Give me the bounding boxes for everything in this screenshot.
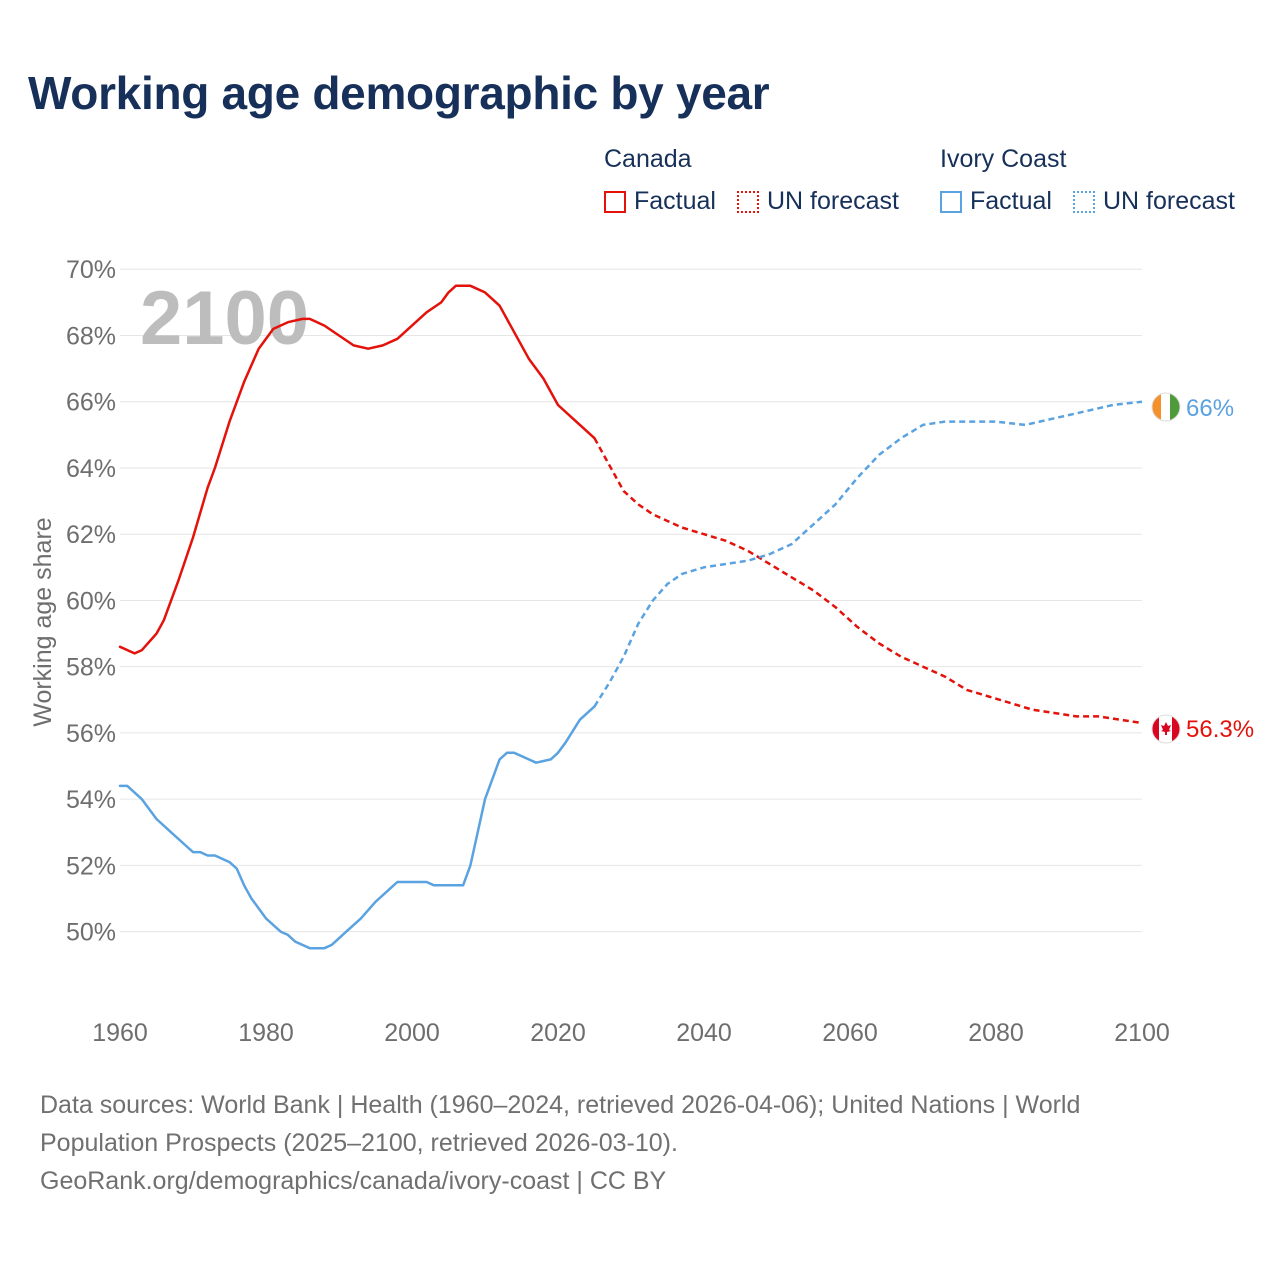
y-tick-label: 64%	[66, 455, 116, 483]
ivory-coast-end-label: 66%	[1186, 395, 1234, 422]
canada-factual-line[interactable]	[118, 284, 596, 655]
canada-flag-icon	[1151, 714, 1181, 744]
legend-label-canada-forecast: UN forecast	[767, 187, 899, 215]
y-tick-label: 62%	[66, 521, 116, 549]
canada-end-label: 56.3%	[1186, 716, 1254, 743]
y-tick-label: 56%	[66, 720, 116, 748]
y-tick-label: 66%	[66, 389, 116, 417]
x-tick-label: 2100	[1114, 1019, 1170, 1047]
y-tick-label: 58%	[66, 654, 116, 682]
legend-canada-forecast[interactable]: UN forecast	[737, 187, 899, 216]
y-tick-label: 70%	[66, 256, 116, 284]
legend-label-ivory-coast-forecast: UN forecast	[1103, 187, 1235, 215]
y-tick-label: 50%	[66, 919, 116, 947]
x-tick-label: 1980	[238, 1019, 294, 1047]
legend-label-canada-factual: Factual	[634, 187, 716, 215]
y-axis-label: Working age share	[29, 517, 57, 726]
x-tick-label: 2080	[968, 1019, 1024, 1047]
canada-forecast-line[interactable]	[593, 437, 1143, 725]
legend-canada-factual[interactable]: Factual	[604, 187, 716, 216]
x-tick-label: 2040	[676, 1019, 732, 1047]
ivory-coast-flag-icon	[1151, 392, 1181, 422]
y-tick-label: 54%	[66, 786, 116, 814]
y-tick-label: 68%	[66, 322, 116, 350]
x-tick-label: 1960	[92, 1019, 148, 1047]
x-tick-label: 2060	[822, 1019, 878, 1047]
legend-ivory-coast-forecast[interactable]: UN forecast	[1073, 187, 1235, 216]
x-tick-label: 2020	[530, 1019, 586, 1047]
year-watermark: 2100	[140, 276, 309, 361]
y-tick-label: 60%	[66, 587, 116, 615]
legend-swatch-canada-factual	[604, 190, 626, 213]
legend-group-canada: Canada	[604, 145, 692, 173]
ivory-coast-factual-line[interactable]	[118, 705, 596, 950]
sources-line-1: Data sources: World Bank | Health (1960–…	[40, 1091, 1081, 1119]
data-sources: Data sources: World Bank | Health (1960–…	[40, 1086, 1240, 1200]
line-chart: 2100 50% 52% 54% 56% 58% 60% 62% 64% 66% 68% 70% 1…	[29, 256, 1254, 1047]
legend-group-ivory-coast: Ivory Coast	[940, 145, 1067, 173]
ivory-coast-forecast-line[interactable]	[593, 400, 1143, 708]
chart-title: Working age demographic by year	[28, 67, 770, 119]
legend-swatch-ivory-coast-forecast	[1073, 190, 1095, 213]
attribution-link[interactable]: GeoRank.org/demographics/canada/ivory-co…	[40, 1167, 667, 1195]
legend-label-ivory-coast-factual: Factual	[970, 187, 1052, 215]
legend-swatch-canada-forecast	[737, 190, 759, 213]
y-tick-label: 52%	[66, 852, 116, 880]
legend-swatch-ivory-coast-factual	[940, 190, 962, 213]
sources-line-2: Population Prospects (2025–2100, retriev…	[40, 1129, 678, 1157]
legend-ivory-coast-factual[interactable]: Factual	[940, 187, 1052, 216]
x-tick-label: 2000	[384, 1019, 440, 1047]
